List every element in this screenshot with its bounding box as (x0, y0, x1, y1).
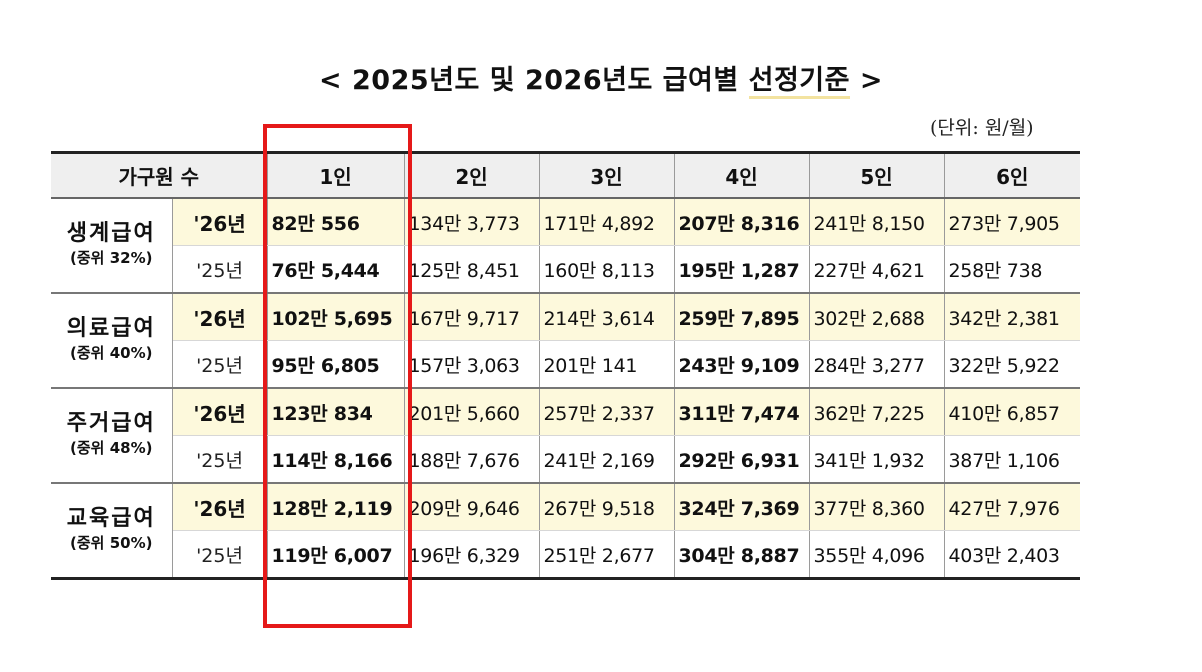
value-cell: 241만 2,169 (538, 435, 675, 484)
value-cell: 387만 1,106 (943, 435, 1081, 484)
value-cell: 377만 8,360 (808, 483, 945, 531)
year-label: '25년 (171, 340, 268, 389)
page-title: < 2025년도 및 2026년도 급여별 선정기준 > (0, 58, 1202, 99)
value-cell: 243만 9,109 (673, 340, 810, 389)
value-cell: 188만 7,676 (403, 435, 540, 484)
value-cell: 82만 556 (266, 198, 405, 246)
value-cell: 195만 1,287 (673, 245, 810, 294)
value-cell: 251만 2,677 (538, 530, 675, 580)
title-suffix: > (849, 65, 884, 96)
value-cell: 102만 5,695 (266, 293, 405, 341)
value-cell: 134만 3,773 (403, 198, 540, 246)
title-text: < 2025년도 및 2026년도 급여별 (318, 65, 749, 96)
value-cell: 76만 5,444 (266, 245, 405, 294)
value-cell: 427만 7,976 (943, 483, 1081, 531)
value-cell: 410만 6,857 (943, 388, 1081, 436)
year-label: '25년 (171, 245, 268, 294)
benefit-category: 생계급여 (중위 32%) (51, 198, 173, 294)
value-cell: 123만 834 (266, 388, 405, 436)
header-6p: 6인 (943, 151, 1081, 199)
title-highlight: 선정기준 (748, 65, 850, 99)
value-cell: 241만 8,150 (808, 198, 945, 246)
header-3p: 3인 (538, 151, 675, 199)
header-row: 가구원 수 1인 2인 3인 4인 5인 6인 (51, 151, 1081, 199)
highlight-box-1p (263, 124, 412, 628)
value-cell: 201만 5,660 (403, 388, 540, 436)
value-cell: 196만 6,329 (403, 530, 540, 580)
value-cell: 114만 8,166 (266, 435, 405, 484)
benefit-category: 교육급여 (중위 50%) (51, 483, 173, 580)
value-cell: 311만 7,474 (673, 388, 810, 436)
value-cell: 403만 2,403 (943, 530, 1081, 580)
value-cell: 201만 141 (538, 340, 675, 389)
value-cell: 214만 3,614 (538, 293, 675, 341)
header-4p: 4인 (673, 151, 810, 199)
table-row: '25년 119만 6,007 196만 6,329 251만 2,677 304만 8… (51, 530, 1081, 580)
year-label: '25년 (171, 435, 268, 484)
value-cell: 128만 2,119 (266, 483, 405, 531)
year-label: '26년 (171, 388, 268, 436)
value-cell: 258만 738 (943, 245, 1081, 294)
benefit-category: 의료급여 (중위 40%) (51, 293, 173, 389)
benefit-category: 주거급여 (중위 48%) (51, 388, 173, 484)
value-cell: 95만 6,805 (266, 340, 405, 389)
value-cell: 157만 3,063 (403, 340, 540, 389)
benefit-ratio: (중위 40%) (70, 343, 153, 362)
value-cell: 292만 6,931 (673, 435, 810, 484)
benefit-ratio: (중위 50%) (70, 533, 153, 552)
value-cell: 302만 2,688 (808, 293, 945, 341)
table-row: 의료급여 (중위 40%) '26년 102만 5,695 167만 9,717 214만… (51, 293, 1081, 389)
value-cell: 167만 9,717 (403, 293, 540, 341)
value-cell: 273만 7,905 (943, 198, 1081, 246)
value-cell: 119만 6,007 (266, 530, 405, 580)
benefit-ratio: (중위 48%) (70, 438, 153, 457)
benefit-name: 교육급여 (66, 505, 156, 531)
value-cell: 322만 5,922 (943, 340, 1081, 389)
table-row: 주거급여 (중위 48%) '26년 123만 834 201만 5,660 257만 2… (51, 388, 1081, 484)
value-cell: 259만 7,895 (673, 293, 810, 341)
year-label: '26년 (171, 293, 268, 341)
header-5p: 5인 (808, 151, 945, 199)
header-1p: 1인 (266, 151, 405, 199)
value-cell: 355만 4,096 (808, 530, 945, 580)
value-cell: 341만 1,932 (808, 435, 945, 484)
value-cell: 227만 4,621 (808, 245, 945, 294)
table-row: '25년 95만 6,805 157만 3,063 201만 141 243만 9,10… (51, 340, 1081, 389)
unit-label: (단위: 원/월) (930, 117, 1034, 139)
criteria-table: 가구원 수 1인 2인 3인 4인 5인 6인 생계급여 (중위 32%) '26년… (51, 151, 1081, 580)
value-cell: 160만 8,113 (538, 245, 675, 294)
benefit-name: 주거급여 (66, 410, 156, 436)
value-cell: 257만 2,337 (538, 388, 675, 436)
year-label: '26년 (171, 198, 268, 246)
value-cell: 171만 4,892 (538, 198, 675, 246)
value-cell: 342만 2,381 (943, 293, 1081, 341)
year-label: '25년 (171, 530, 268, 580)
benefit-name: 생계급여 (66, 220, 156, 246)
value-cell: 267만 9,518 (538, 483, 675, 531)
benefit-ratio: (중위 32%) (70, 248, 153, 267)
value-cell: 284만 3,277 (808, 340, 945, 389)
value-cell: 324만 7,369 (673, 483, 810, 531)
value-cell: 362만 7,225 (808, 388, 945, 436)
table-row: '25년 76만 5,444 125만 8,451 160만 8,113 195만 1,… (51, 245, 1081, 294)
value-cell: 304만 8,887 (673, 530, 810, 580)
value-cell: 207만 8,316 (673, 198, 810, 246)
year-label: '26년 (171, 483, 268, 531)
value-cell: 125만 8,451 (403, 245, 540, 294)
header-household-size: 가구원 수 (51, 151, 268, 199)
header-2p: 2인 (403, 151, 540, 199)
value-cell: 209만 9,646 (403, 483, 540, 531)
table-row: 교육급여 (중위 50%) '26년 128만 2,119 209만 9,646 267만… (51, 483, 1081, 580)
table-row: '25년 114만 8,166 188만 7,676 241만 2,169 292만 6… (51, 435, 1081, 484)
benefit-name: 의료급여 (66, 315, 156, 341)
table-row: 생계급여 (중위 32%) '26년 82만 556 134만 3,773 171만 4,… (51, 198, 1081, 294)
